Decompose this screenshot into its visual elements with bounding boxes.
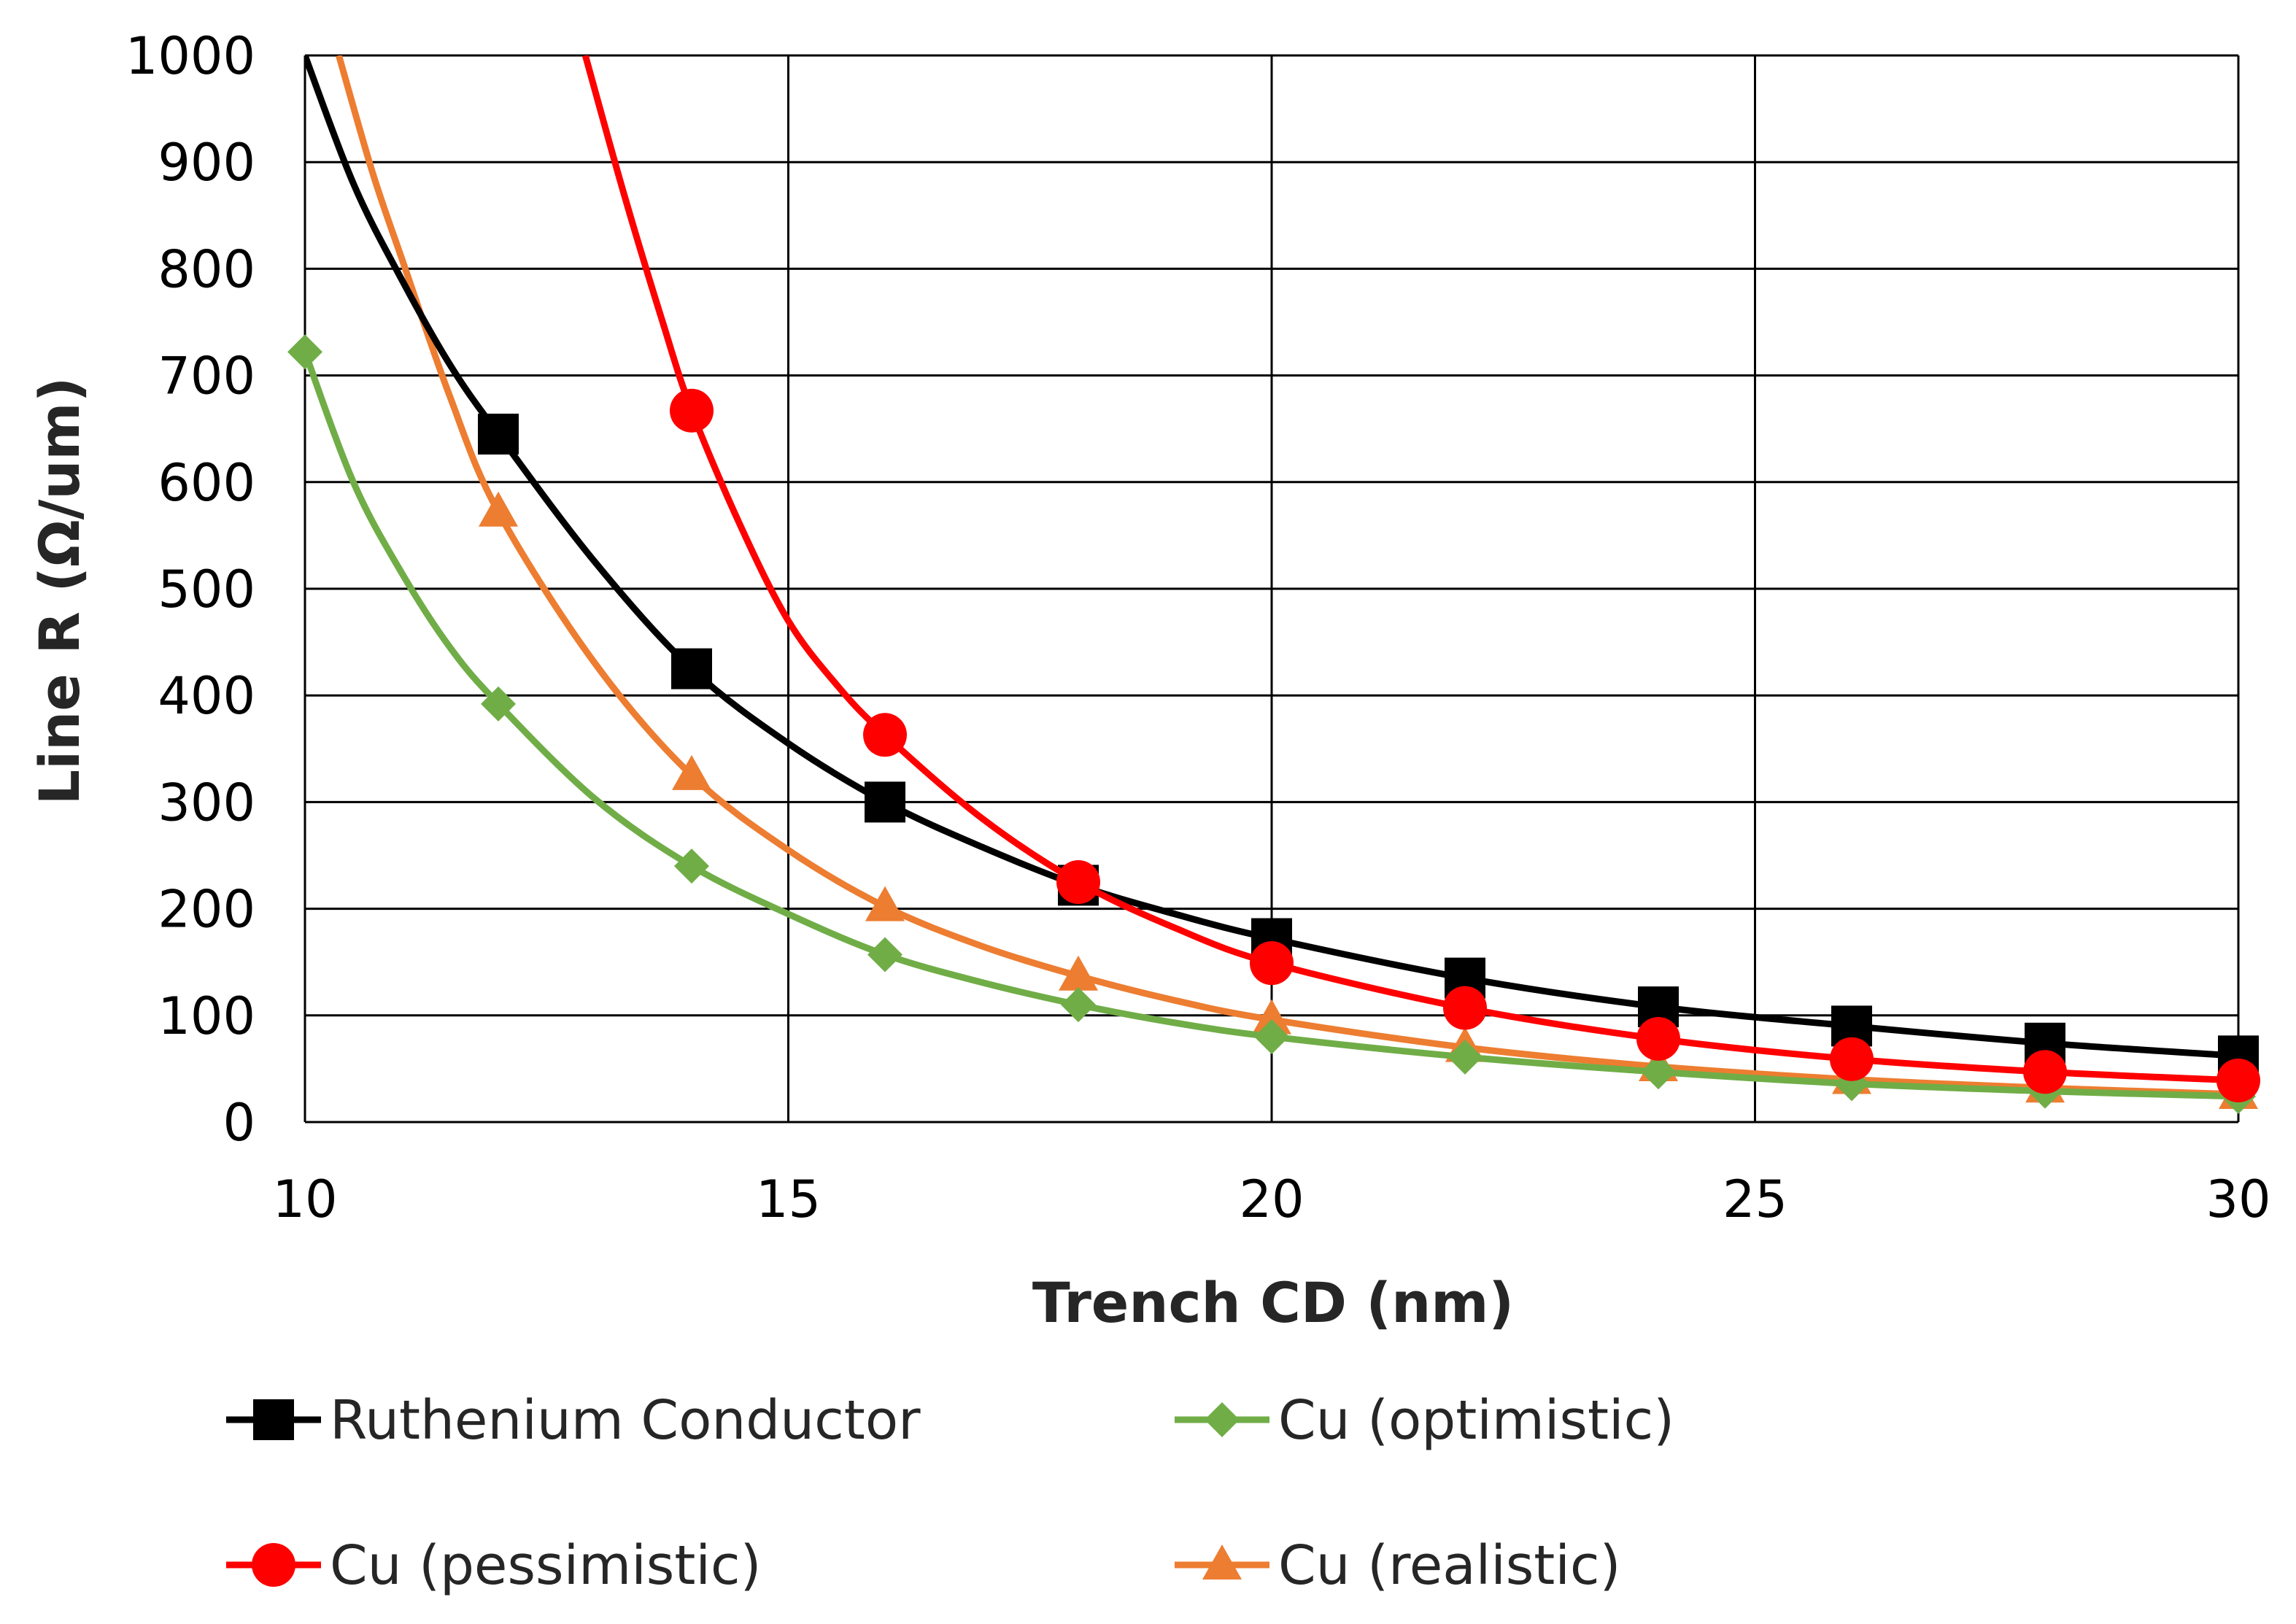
- data-point-cu-realistic: [672, 754, 711, 790]
- legend-item-cu-realistic: Cu (realistic): [1175, 1534, 1620, 1597]
- x-tick-label: 20: [1239, 1169, 1304, 1229]
- series-line-cu-pessimistic: [581, 55, 2238, 1084]
- x-tick-label: 15: [756, 1169, 821, 1229]
- y-tick-label: 400: [158, 666, 255, 726]
- y-tick-label: 100: [158, 986, 255, 1046]
- legend-label: Cu (realistic): [1278, 1534, 1620, 1597]
- data-point-cu-optimistic: [674, 848, 709, 884]
- data-point-cu-realistic: [865, 886, 905, 921]
- data-point-cu-optimistic: [1254, 1019, 1289, 1055]
- data-point-ruthenium-conductor: [865, 781, 905, 823]
- data-point-cu-pessimistic: [2216, 1058, 2260, 1102]
- data-point-cu-pessimistic: [1250, 941, 1294, 986]
- x-tick-label: 30: [2206, 1169, 2270, 1229]
- data-point-ruthenium-conductor: [478, 414, 519, 455]
- legend-marker: [1205, 1402, 1240, 1437]
- data-point-cu-optimistic: [1061, 987, 1096, 1023]
- legend-marker: [253, 1399, 294, 1440]
- series-line-ruthenium-conductor: [305, 55, 2238, 1059]
- legend-label: Cu (pessimistic): [330, 1534, 761, 1597]
- legend-item-ruthenium-conductor: Ruthenium Conductor: [226, 1389, 921, 1452]
- legend: Ruthenium Conductor Cu (optimistic) Cu (pe…: [226, 1389, 1674, 1597]
- data-point-cu-optimistic: [287, 334, 322, 370]
- data-point-cu-realistic: [1252, 999, 1291, 1035]
- data-point-cu-pessimistic: [1830, 1037, 1874, 1081]
- data-point-cu-optimistic: [1641, 1054, 1676, 1090]
- y-tick-labels: 0 100 200 300 400 500 600 700 800 900 1000: [125, 26, 255, 1153]
- data-point-cu-pessimistic: [670, 388, 714, 433]
- x-axis-title: Trench CD (nm): [1032, 1270, 1514, 1335]
- y-tick-label: 500: [158, 560, 255, 619]
- data-point-cu-pessimistic: [1636, 1016, 1680, 1061]
- y-tick-label: 900: [158, 133, 255, 193]
- x-tick-label: 25: [1723, 1169, 1787, 1229]
- data-point-cu-pessimistic: [2023, 1050, 2067, 1094]
- data-point-ruthenium-conductor: [671, 648, 712, 689]
- x-tick-labels: 10 15 20 25 30: [272, 1169, 2270, 1229]
- series-ruthenium-conductor: [305, 55, 2259, 1077]
- series-layer: [287, 55, 2260, 1114]
- legend-label: Ruthenium Conductor: [330, 1389, 921, 1452]
- legend-item-cu-optimistic: Cu (optimistic): [1175, 1389, 1674, 1452]
- y-tick-label: 800: [158, 239, 255, 299]
- series-cu-pessimistic: [581, 55, 2260, 1102]
- data-point-cu-optimistic: [481, 686, 516, 722]
- data-point-cu-optimistic: [867, 937, 902, 973]
- data-point-cu-pessimistic: [1443, 986, 1487, 1030]
- data-point-cu-realistic: [1059, 955, 1098, 991]
- data-point-cu-optimistic: [1447, 1039, 1483, 1075]
- y-tick-label: 200: [158, 880, 255, 940]
- y-tick-label: 700: [158, 347, 255, 406]
- series-line-cu-realistic: [336, 55, 2238, 1098]
- data-point-cu-pessimistic: [1056, 860, 1100, 905]
- y-tick-label: 300: [158, 773, 255, 832]
- data-point-cu-pessimistic: [863, 713, 907, 757]
- y-tick-label: 0: [223, 1093, 255, 1153]
- data-point-cu-realistic: [479, 491, 518, 527]
- legend-item-cu-pessimistic: Cu (pessimistic): [226, 1534, 761, 1597]
- x-tick-label: 10: [272, 1169, 337, 1229]
- y-axis-title: Line R (Ω/um): [27, 377, 92, 805]
- legend-label: Cu (optimistic): [1278, 1389, 1674, 1452]
- legend-marker: [252, 1543, 295, 1587]
- legend-marker: [1202, 1544, 1242, 1579]
- y-tick-label: 1000: [125, 26, 255, 86]
- series-line-cu-optimistic: [305, 350, 2238, 1100]
- y-tick-label: 600: [158, 453, 255, 513]
